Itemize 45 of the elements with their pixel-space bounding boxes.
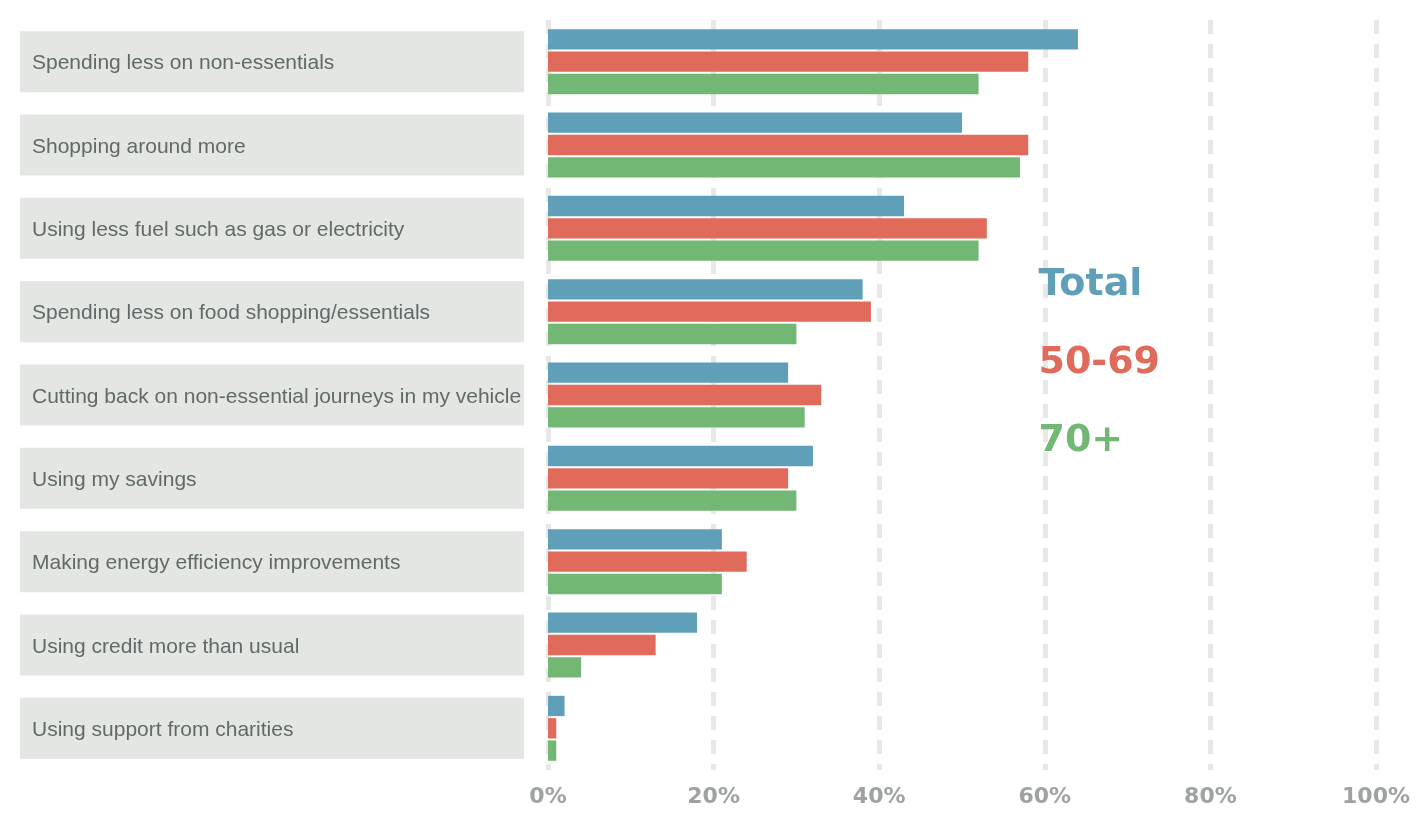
y-tick-label: Spending less on non-essentials <box>32 50 335 74</box>
x-tick-label: 60% <box>1018 782 1072 808</box>
bar <box>548 490 797 511</box>
bar <box>548 551 747 572</box>
x-tick-label: 40% <box>852 782 906 808</box>
y-tick-label: Using credit more than usual <box>32 633 300 657</box>
bar <box>548 740 557 761</box>
bar <box>548 218 987 239</box>
y-tick-label: Cutting back on non-essential journeys in my vehicle <box>32 383 522 407</box>
bar <box>548 529 722 550</box>
bar <box>548 634 656 656</box>
bar <box>548 407 805 428</box>
y-tick-label: Using less fuel such as gas or electricity <box>32 216 405 240</box>
bar <box>548 468 789 489</box>
bar <box>548 73 979 95</box>
y-tick-label: Using my savings <box>32 466 197 490</box>
bar <box>548 445 813 467</box>
y-tick-label: Making energy efficiency improvements <box>32 550 401 574</box>
bar <box>548 384 822 406</box>
bar <box>548 362 789 383</box>
y-tick-label: Using support from charities <box>32 716 294 740</box>
bar <box>548 240 979 261</box>
x-tick-label: 80% <box>1184 782 1237 808</box>
y-tick-label: Shopping around more <box>32 133 246 157</box>
bar <box>548 612 698 633</box>
bar <box>548 157 1020 178</box>
bar <box>548 279 863 300</box>
bar <box>548 134 1029 156</box>
bar <box>548 301 871 322</box>
y-tick-label: Spending less on food shopping/essentials <box>32 300 431 324</box>
bar <box>548 718 557 739</box>
x-tick-label: 100% <box>1342 782 1410 808</box>
bar <box>548 573 722 595</box>
bar <box>548 195 905 217</box>
x-tick-label: 0% <box>529 782 567 808</box>
text: Total <box>1038 260 1143 305</box>
bar <box>548 112 962 133</box>
bar <box>548 695 565 717</box>
x-tick-label: 20% <box>687 782 740 808</box>
text: 70+ <box>1038 416 1124 461</box>
bar <box>548 657 582 678</box>
bar <box>548 29 1078 50</box>
text: 50-69 <box>1038 338 1161 383</box>
bar <box>548 323 797 345</box>
bar <box>548 51 1029 72</box>
